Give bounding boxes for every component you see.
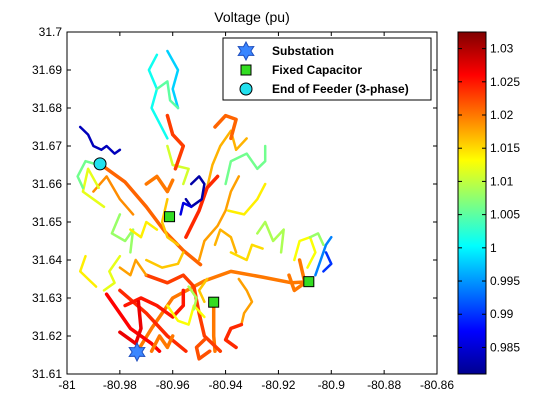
x-tick-label-4: -80.92 bbox=[261, 378, 295, 392]
feeder-segment-24 bbox=[144, 174, 175, 194]
feeder-segment-41 bbox=[308, 232, 325, 247]
colorbar bbox=[457, 31, 487, 375]
feeder-segment-1 bbox=[98, 162, 203, 267]
feeder-segment-11 bbox=[197, 175, 241, 262]
legend-symbol-1 bbox=[240, 64, 252, 76]
feeder-segment-29 bbox=[166, 49, 180, 110]
feeder-segment-22 bbox=[110, 213, 135, 254]
y-tick-label-7: 31.68 bbox=[32, 101, 62, 115]
marker-hexagram-0-0 bbox=[128, 341, 146, 363]
feeder-segment-6 bbox=[144, 273, 223, 353]
feeder-segment-45 bbox=[237, 277, 254, 326]
colorbar-tick-label-9: 1.03 bbox=[490, 42, 514, 56]
legend-label-2: End of Feeder (3-phase) bbox=[272, 82, 409, 96]
x-tick-label-6: -80.88 bbox=[367, 378, 401, 392]
feeder-markers bbox=[93, 157, 315, 363]
feeder-segment-19 bbox=[81, 167, 106, 209]
x-axis-ticks: -81 -80.98 -80.96 -80.94 -80.92 -80.9 -80.88 -8… bbox=[58, 32, 454, 392]
legend-symbol-0 bbox=[237, 40, 255, 62]
x-tick-label-1: -80.98 bbox=[103, 378, 137, 392]
y-tick-label-6: 31.67 bbox=[32, 139, 62, 153]
legend-label-1: Fixed Capacitor bbox=[272, 63, 362, 77]
feeder-segment-23 bbox=[129, 220, 159, 239]
feeder-segment-28 bbox=[147, 53, 169, 140]
marker-square-1-0 bbox=[164, 211, 176, 223]
feeder-segment-13 bbox=[256, 220, 285, 254]
feeder-segment-38 bbox=[213, 228, 238, 254]
feeder-lines bbox=[76, 49, 333, 361]
colorbar-ticks: 0.985 0.99 0.995 1 1.005 1.01 1.015 1.02 1.025 1.… bbox=[458, 42, 520, 354]
x-tick-label-3: -80.94 bbox=[209, 378, 243, 392]
marker-square-1-1 bbox=[208, 296, 220, 308]
feeder-segment-25 bbox=[160, 197, 180, 247]
feeder-segment-26 bbox=[166, 144, 190, 186]
feeder-segment-30 bbox=[155, 80, 180, 110]
feeder-segment-14 bbox=[224, 144, 267, 186]
feeder-segment-17 bbox=[184, 174, 220, 239]
colorbar-tick-label-7: 1.02 bbox=[490, 108, 514, 122]
colorbar-tick-label-0: 0.985 bbox=[490, 340, 520, 354]
y-tick-label-8: 31.69 bbox=[32, 63, 62, 77]
colorbar-tick-label-4: 1.005 bbox=[490, 208, 520, 222]
x-tick-label-2: -80.96 bbox=[156, 378, 190, 392]
feeder-segment-33 bbox=[118, 258, 148, 277]
chart-title: Voltage (pu) bbox=[214, 9, 290, 25]
marker-square-1-2 bbox=[303, 276, 315, 288]
feeder-segment-4 bbox=[104, 292, 162, 353]
y-tick-label-4: 31.65 bbox=[32, 215, 62, 229]
feeder-segment-37 bbox=[197, 277, 209, 304]
feeder-segment-27 bbox=[165, 113, 186, 171]
y-tick-label-1: 31.62 bbox=[32, 329, 62, 343]
feeder-segment-46 bbox=[223, 322, 244, 350]
feeder-segment-20 bbox=[76, 159, 100, 190]
legend-label-0: Substation bbox=[272, 44, 334, 58]
x-tick-label-7: -80.86 bbox=[420, 378, 454, 392]
colorbar-tick-label-6: 1.015 bbox=[490, 141, 520, 155]
feeder-segment-18 bbox=[92, 175, 135, 216]
feeder-segment-36 bbox=[187, 285, 198, 311]
colorbar-tick-label-3: 1 bbox=[490, 241, 497, 255]
feeder-segment-15 bbox=[205, 129, 248, 190]
feeder-segment-34 bbox=[102, 254, 122, 292]
y-tick-label-3: 31.64 bbox=[32, 253, 62, 267]
x-tick-label-0: -81 bbox=[58, 378, 76, 392]
marker-circle-2-0 bbox=[93, 157, 107, 171]
plot-frame bbox=[66, 31, 438, 375]
feeder-segment-35 bbox=[78, 254, 98, 288]
feeder-segment-39 bbox=[229, 243, 264, 262]
feeder-segment-32 bbox=[179, 201, 193, 216]
feeder-segment-9 bbox=[149, 334, 175, 353]
colorbar-tick-label-1: 0.99 bbox=[490, 307, 514, 321]
y-tick-label-2: 31.63 bbox=[32, 291, 62, 305]
feeder-segment-16 bbox=[213, 113, 238, 141]
colorbar-tick-label-2: 0.995 bbox=[490, 274, 520, 288]
legend-symbol-2 bbox=[239, 82, 253, 96]
feeder-segment-47 bbox=[194, 338, 212, 361]
legend-items: Substation Fixed Capacitor End of Feeder (… bbox=[237, 40, 409, 96]
feeder-segment-12 bbox=[226, 182, 267, 216]
feeder-segment-42 bbox=[314, 235, 333, 277]
colorbar-tick-label-5: 1.01 bbox=[490, 174, 514, 188]
feeder-segment-43 bbox=[322, 251, 333, 273]
y-tick-label-5: 31.66 bbox=[32, 177, 62, 191]
y-tick-label-9: 31.7 bbox=[39, 25, 63, 39]
feeder-segment-44 bbox=[287, 258, 307, 293]
colorbar-tick-label-8: 1.025 bbox=[490, 75, 520, 89]
y-tick-label-0: 31.61 bbox=[32, 367, 62, 381]
feeder-segment-8 bbox=[166, 304, 206, 326]
feeder-segment-5 bbox=[123, 288, 186, 319]
legend: Substation Fixed Capacitor End of Feeder (… bbox=[222, 37, 432, 101]
legend-box bbox=[222, 37, 432, 101]
feeder-segment-7 bbox=[118, 300, 143, 346]
feeder-segment-10 bbox=[145, 251, 185, 269]
feeder-segment-21 bbox=[78, 125, 122, 155]
y-axis-ticks: 31.61 31.62 31.63 31.64 31.65 31.66 31.67 31.68… bbox=[32, 25, 437, 381]
x-tick-label-5: -80.9 bbox=[318, 378, 346, 392]
